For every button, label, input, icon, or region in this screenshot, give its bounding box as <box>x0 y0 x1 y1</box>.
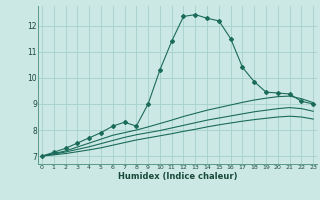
X-axis label: Humidex (Indice chaleur): Humidex (Indice chaleur) <box>118 172 237 181</box>
